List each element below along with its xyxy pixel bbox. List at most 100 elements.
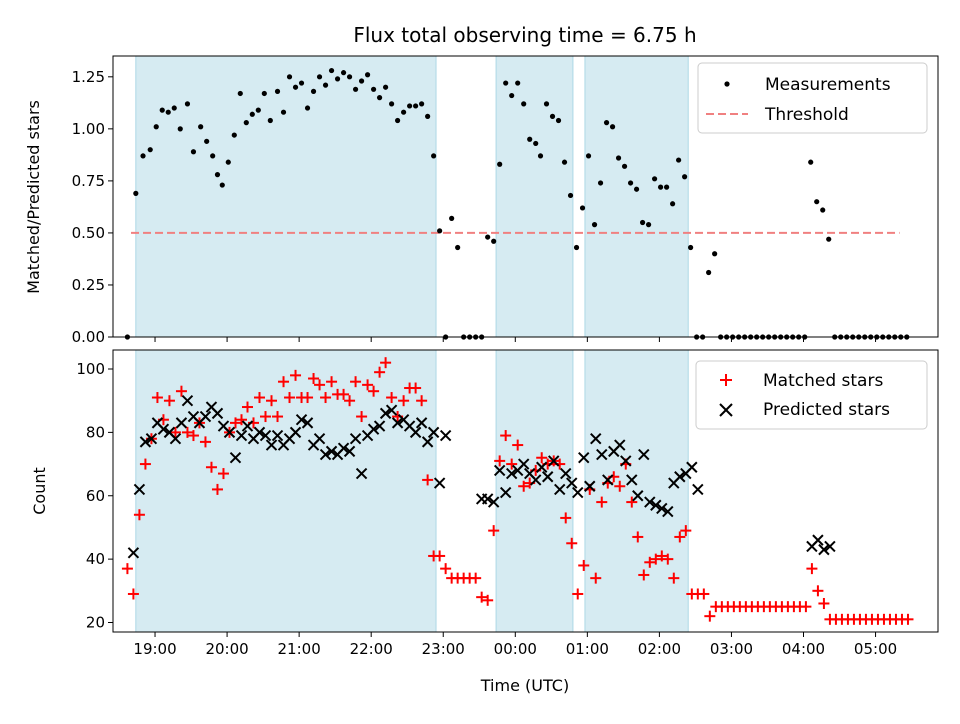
measurement-point: [159, 107, 165, 113]
x-tick-label: 04:00: [782, 640, 825, 658]
matched-star-point: [205, 461, 217, 473]
matched-star-point: [470, 572, 482, 584]
matched-star-point: [578, 559, 590, 571]
measurement-point: [537, 153, 544, 159]
measurement-point: [147, 147, 153, 153]
measurement-point: [237, 90, 243, 97]
measurement-point: [407, 103, 413, 109]
legend-matched-label: Matched stars: [763, 371, 883, 391]
measurement-point: [670, 201, 676, 207]
measurement-point: [533, 140, 539, 147]
measurement-point: [310, 88, 317, 94]
bottom-x-ticks: 19:00 20:00 21:00 22:00 23:00 00:00 01:00 02:00…: [133, 632, 897, 658]
predicted-star-point: [337, 442, 350, 454]
x-tick-label: 23:00: [422, 640, 465, 658]
predicted-star-point: [439, 429, 452, 442]
measurement-point: [231, 132, 237, 138]
predicted-star-point: [433, 477, 446, 489]
measurement-point: [808, 159, 814, 165]
matched-star-point: [518, 480, 530, 492]
measurement-point: [826, 236, 832, 242]
predicted-star-point: [145, 433, 158, 445]
legend-threshold-label: Threshold: [764, 105, 849, 125]
measurement-point: [255, 107, 261, 113]
predicted-star-point: [620, 455, 632, 467]
predicted-star-point: [181, 394, 194, 407]
y-tick-label: 1.25: [72, 68, 105, 86]
measurement-point: [633, 186, 640, 192]
predicted-star-point: [367, 423, 380, 435]
shaded-interval: [584, 349, 689, 633]
measurement-point: [591, 222, 598, 228]
matched-star-point: [187, 430, 199, 442]
matched-star-point: [350, 376, 362, 388]
matched-star-point: [482, 594, 494, 606]
bottom-axes-frame: [112, 349, 939, 633]
predicted-star-point: [505, 467, 518, 480]
matched-star-point: [590, 572, 602, 584]
matched-star-point: [500, 430, 512, 442]
matched-star-point: [254, 392, 266, 404]
predicted-star-point: [169, 433, 182, 445]
measurement-point: [543, 101, 550, 107]
measurement-point: [286, 74, 293, 80]
measurement-point: [503, 80, 509, 86]
measurement-point: [389, 101, 395, 107]
top-legend: Measurements Threshold: [697, 62, 928, 134]
legend-measurements-marker: [724, 81, 730, 87]
measurement-point: [261, 90, 267, 97]
matched-star-point: [139, 458, 151, 470]
matched-star-point: [512, 439, 524, 451]
predicted-star-point: [686, 461, 698, 473]
predicted-star-point: [229, 452, 242, 464]
measurement-point: [304, 105, 311, 111]
matched-star-point: [566, 537, 578, 549]
predicted-star-point: [674, 471, 686, 483]
x-tick-label: 03:00: [710, 640, 753, 658]
predicted-star-point: [385, 404, 398, 416]
predicted-star-point: [235, 429, 248, 442]
predicted-star-point: [343, 445, 356, 458]
shaded-interval: [135, 55, 437, 338]
matched-star-point: [680, 525, 692, 537]
matched-star-point: [614, 480, 626, 492]
predicted-star-point: [415, 417, 428, 429]
matched-star-point: [650, 553, 662, 565]
measurement-point: [603, 120, 610, 126]
predicted-star-point: [157, 423, 170, 435]
predicted-star-point: [824, 540, 836, 553]
bottom-legend: Matched stars Predicted stars: [695, 360, 928, 430]
matched-star-point: [338, 388, 350, 400]
y-tick-label: 100: [76, 360, 105, 378]
y-tick-label: 80: [86, 423, 105, 441]
predicted-star-point: [199, 410, 212, 423]
measurement-point: [370, 86, 377, 92]
measurement-point: [140, 153, 146, 159]
matched-star-point: [163, 395, 175, 407]
matched-star-point: [217, 468, 229, 480]
matched-star-point: [380, 357, 392, 369]
matched-star-point: [596, 496, 608, 508]
matched-star-point: [818, 597, 830, 609]
bottom-y-axis-label: Count: [30, 467, 49, 515]
y-tick-label: 0.25: [72, 276, 105, 294]
matched-star-point: [181, 426, 193, 438]
measurement-point: [177, 126, 183, 132]
matched-star-point: [272, 411, 284, 423]
measurement-point: [664, 184, 670, 190]
predicted-star-point: [650, 499, 662, 511]
measurement-point: [676, 157, 682, 163]
predicted-star-point: [289, 426, 302, 439]
measurement-point: [455, 244, 461, 251]
predicted-star-point: [626, 474, 638, 486]
measurement-point: [712, 251, 718, 257]
matched-star-point: [506, 458, 518, 470]
top-shaded-intervals: [135, 55, 689, 338]
predicted-star-point: [139, 436, 152, 448]
matched-star-point: [121, 563, 133, 575]
matched-star-point: [410, 382, 422, 394]
matched-star-point: [572, 588, 584, 600]
measurement-point: [579, 205, 586, 211]
y-tick-label: 1.00: [72, 120, 105, 138]
predicted-star-point: [265, 439, 278, 451]
